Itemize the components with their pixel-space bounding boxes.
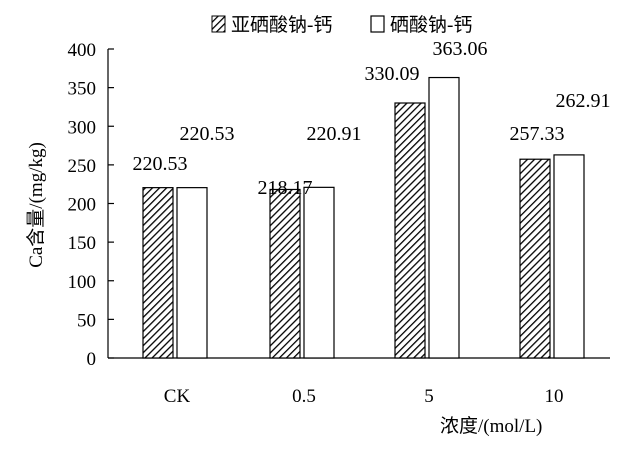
data-label-series-2: 363.06 xyxy=(433,38,488,60)
x-tick-label: 5 xyxy=(424,386,434,407)
data-label-series-1: 218.17 xyxy=(258,177,313,199)
y-tick-label: 400 xyxy=(68,40,97,61)
bar-series-1-5 xyxy=(394,102,426,359)
x-tick-label: CK xyxy=(164,386,191,407)
y-ticks: 0 50 100 150 200 250 300 350 400 xyxy=(68,40,114,370)
legend-swatch-series-1 xyxy=(211,15,226,33)
y-tick-label: 200 xyxy=(68,195,97,216)
bar-series-2-10 xyxy=(553,154,585,359)
x-ticks: CK 0.5 5 10 xyxy=(164,386,564,407)
y-axis: 0 50 100 150 200 250 300 350 400 xyxy=(68,40,114,370)
y-tick-label: 150 xyxy=(68,233,97,254)
y-axis-label: Ca含量/(mg/kg) xyxy=(25,142,47,268)
data-label-series-1: 330.09 xyxy=(365,63,420,85)
legend-swatch-series-2 xyxy=(370,15,385,33)
bar-series-1-ck xyxy=(142,187,174,359)
y-tick-label: 0 xyxy=(87,349,97,370)
legend-label-series-1: 亚硒酸钠-钙 xyxy=(231,14,332,36)
bar-series-2-0-5 xyxy=(303,186,335,359)
data-label-series-2: 220.91 xyxy=(307,123,362,145)
bar-series-2-ck xyxy=(176,187,208,359)
data-label-series-1: 220.53 xyxy=(133,153,188,175)
x-axis-label: 浓度/(mol/L) xyxy=(440,415,542,437)
y-tick-label: 350 xyxy=(68,79,97,100)
legend-label-series-2: 硒酸钠-钙 xyxy=(390,14,472,36)
x-tick-label: 10 xyxy=(545,386,564,407)
data-labels: 220.53 218.17 330.09 257.33 220.53 220.91 363.… xyxy=(133,38,611,199)
bars xyxy=(142,76,585,359)
y-tick-label: 250 xyxy=(68,156,97,177)
x-axis: CK 0.5 5 10 xyxy=(108,357,610,407)
y-tick-label: 100 xyxy=(68,272,97,293)
data-label-series-2: 262.91 xyxy=(556,90,611,112)
bar-series-2-5 xyxy=(428,76,460,359)
data-label-series-1: 257.33 xyxy=(510,123,565,145)
legend: 亚硒酸钠-钙 硒酸钠-钙 xyxy=(211,14,472,36)
x-tick-label: 0.5 xyxy=(292,386,316,407)
data-label-series-2: 220.53 xyxy=(180,123,235,145)
bar-series-1-0-5 xyxy=(269,188,301,359)
y-tick-label: 300 xyxy=(68,117,97,138)
y-tick-label: 50 xyxy=(77,310,96,331)
bar-series-1-10 xyxy=(519,158,551,359)
